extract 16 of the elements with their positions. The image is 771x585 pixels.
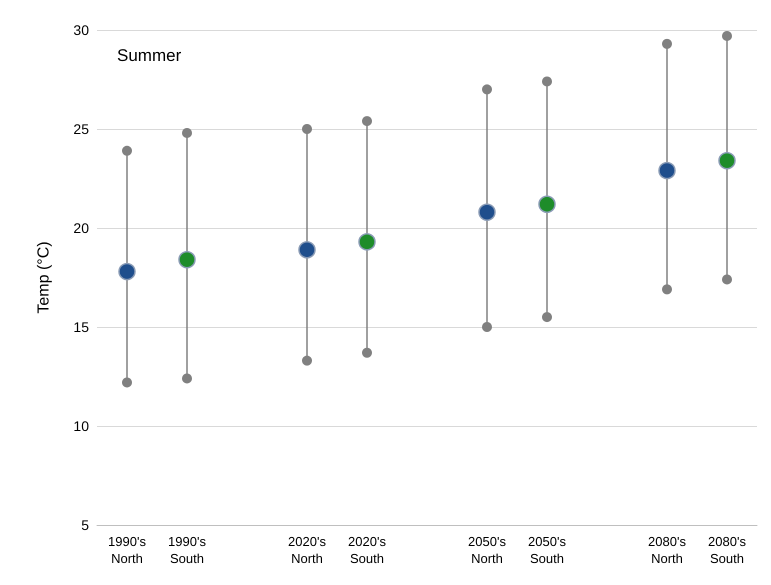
x-tick-label: 2050's North	[468, 534, 506, 566]
x-tick-label: 2020's South	[348, 534, 386, 566]
y-tick-label: 25	[73, 121, 90, 137]
x-tick-label: 2080's North	[648, 534, 686, 566]
y-tick-label: 15	[73, 319, 90, 335]
x-tick-label: 1990's South	[168, 534, 206, 566]
x-tick-label: 2050's South	[528, 534, 566, 566]
x-tick-label: 1990's North	[108, 534, 146, 566]
y-tick-label: 5	[81, 517, 90, 533]
y-tick-label: 30	[73, 22, 90, 38]
y-tick-label: 10	[73, 418, 90, 434]
x-tick-label: 2080's South	[708, 534, 746, 566]
text: Summer	[117, 46, 182, 65]
x-tick-label: 2020's North	[288, 534, 326, 566]
y-axis-title: Temp (°C)	[36, 241, 52, 314]
y-tick-label: 20	[73, 220, 90, 236]
